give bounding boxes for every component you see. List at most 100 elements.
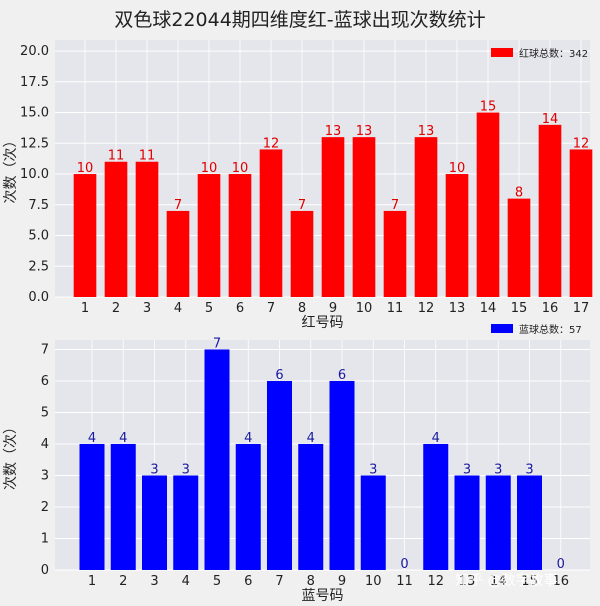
bar xyxy=(197,174,221,297)
bar xyxy=(321,137,345,297)
bar xyxy=(329,380,355,570)
data-label: 3 xyxy=(182,462,190,477)
y-tick-label: 6 xyxy=(41,374,49,389)
legend-label: 蓝球总数：57 xyxy=(519,323,582,336)
y-tick-label: 2 xyxy=(41,500,49,515)
data-label: 10 xyxy=(77,161,94,176)
bar xyxy=(228,174,252,297)
y-tick-label: 3 xyxy=(41,468,49,483)
red-ball-chart: 0.02.55.07.510.012.515.017.520.010111211… xyxy=(3,40,593,331)
y-tick-label: 17.5 xyxy=(20,75,49,90)
data-label: 4 xyxy=(244,431,252,446)
bar xyxy=(166,210,190,297)
x-tick-label: 2 xyxy=(119,574,127,589)
bar xyxy=(360,475,386,570)
bar xyxy=(235,443,261,570)
bar xyxy=(445,174,469,297)
y-tick-label: 12.5 xyxy=(20,136,49,151)
x-tick-label: 10 xyxy=(356,301,373,316)
x-tick-label: 6 xyxy=(244,574,252,589)
x-axis-label: 红号码 xyxy=(302,315,344,331)
data-label: 8 xyxy=(515,186,523,201)
bar xyxy=(517,475,542,570)
chart-title: 双色球22044期四维度红-蓝球出现次数统计 xyxy=(114,9,485,31)
data-label: 10 xyxy=(201,161,218,176)
x-tick-label: 14 xyxy=(480,301,497,316)
data-label: 10 xyxy=(232,161,249,176)
y-tick-label: 15.0 xyxy=(20,106,49,121)
data-label: 10 xyxy=(449,161,466,176)
y-tick-label: 0.0 xyxy=(28,290,49,305)
x-tick-label: 2 xyxy=(112,301,120,316)
x-tick-label: 9 xyxy=(338,574,346,589)
data-label: 12 xyxy=(263,136,280,151)
bar xyxy=(259,149,283,297)
x-tick-label: 4 xyxy=(174,301,182,316)
bar xyxy=(538,124,562,297)
x-tick-label: 3 xyxy=(150,574,158,589)
bar xyxy=(204,349,230,570)
data-label: 3 xyxy=(525,462,533,477)
data-label: 4 xyxy=(119,431,127,446)
x-tick-label: 4 xyxy=(182,574,190,589)
bar xyxy=(423,443,449,570)
y-tick-label: 20.0 xyxy=(20,44,49,59)
bar xyxy=(298,443,324,570)
x-tick-label: 1 xyxy=(88,574,96,589)
data-label: 14 xyxy=(542,112,559,127)
data-label: 15 xyxy=(480,100,497,115)
x-tick-label: 11 xyxy=(396,574,413,589)
x-tick-label: 12 xyxy=(418,301,435,316)
data-label: 6 xyxy=(275,368,283,383)
x-tick-label: 12 xyxy=(427,574,444,589)
legend-label: 红球总数：342 xyxy=(519,47,588,60)
x-tick-label: 16 xyxy=(552,574,569,589)
data-label: 4 xyxy=(307,431,315,446)
bar xyxy=(414,137,438,297)
bar xyxy=(110,443,136,570)
bar xyxy=(352,137,376,297)
legend-swatch xyxy=(491,48,513,57)
data-label: 4 xyxy=(432,431,440,446)
bar xyxy=(267,380,292,570)
y-axis-label: 次数（次） xyxy=(3,420,19,490)
x-tick-label: 15 xyxy=(511,301,528,316)
y-tick-label: 5 xyxy=(41,405,49,420)
data-label: 3 xyxy=(463,462,471,477)
x-tick-label: 7 xyxy=(267,301,275,316)
bar xyxy=(454,475,480,570)
data-label: 13 xyxy=(418,124,435,139)
bar xyxy=(383,210,407,297)
x-tick-label: 15 xyxy=(521,574,538,589)
data-label: 7 xyxy=(174,198,182,213)
data-label: 3 xyxy=(369,462,377,477)
x-tick-label: 7 xyxy=(275,574,283,589)
data-label: 7 xyxy=(298,198,306,213)
y-tick-label: 7 xyxy=(41,342,49,357)
x-tick-label: 3 xyxy=(143,301,151,316)
bar xyxy=(290,210,314,297)
x-tick-label: 5 xyxy=(205,301,213,316)
data-label: 0 xyxy=(557,557,565,572)
bar xyxy=(73,174,97,297)
x-tick-label: 5 xyxy=(213,574,221,589)
x-tick-label: 10 xyxy=(365,574,382,589)
data-label: 7 xyxy=(213,336,221,351)
legend: 红球总数：342 xyxy=(491,47,588,60)
data-label: 3 xyxy=(494,462,502,477)
x-tick-label: 9 xyxy=(329,301,337,316)
x-tick-label: 8 xyxy=(298,301,306,316)
data-label: 0 xyxy=(400,557,408,572)
x-tick-label: 16 xyxy=(542,301,559,316)
bar xyxy=(485,475,511,570)
y-tick-label: 10.0 xyxy=(20,167,49,182)
x-tick-label: 17 xyxy=(573,301,590,316)
x-tick-label: 13 xyxy=(459,574,476,589)
y-tick-label: 7.5 xyxy=(28,198,49,213)
y-tick-label: 5.0 xyxy=(28,229,49,244)
y-tick-label: 4 xyxy=(41,437,49,452)
data-label: 7 xyxy=(391,198,399,213)
data-label: 12 xyxy=(573,136,590,151)
data-label: 13 xyxy=(325,124,342,139)
y-tick-label: 1 xyxy=(41,531,49,546)
